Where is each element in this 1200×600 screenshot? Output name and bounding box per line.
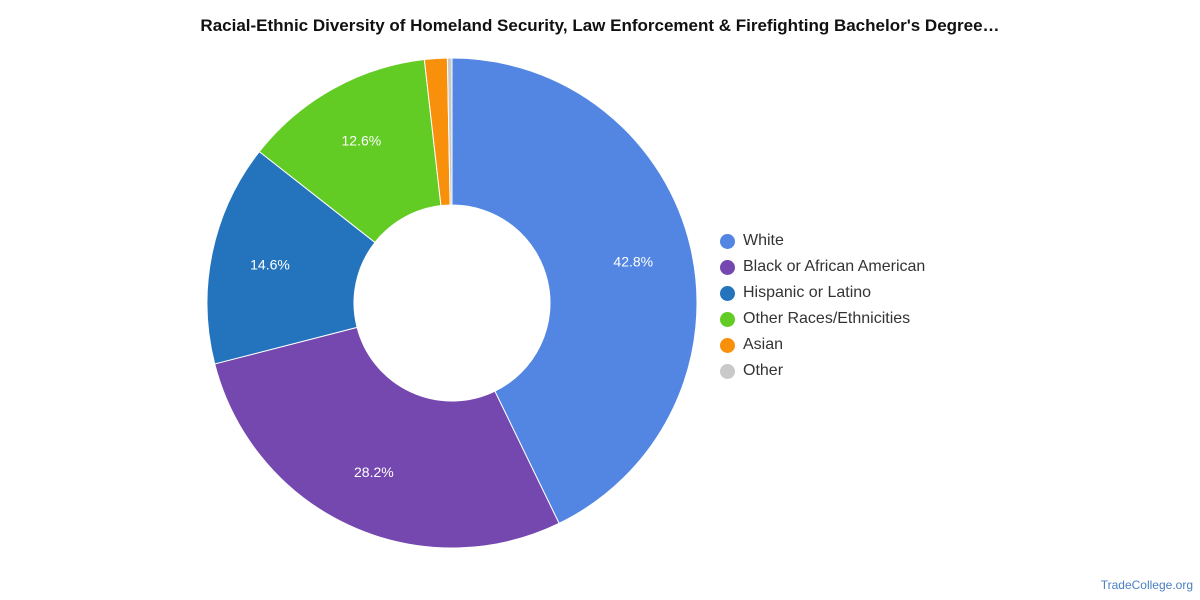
donut-slice-labels: 42.8% 28.2% 14.6% 12.6%: [250, 133, 653, 480]
slice-label-black-or-african-american: 28.2%: [354, 464, 394, 480]
legend-swatch: [720, 233, 735, 249]
legend-item-black-or-african-american[interactable]: Black or African American: [720, 254, 925, 280]
slice-hispanic-or-latino[interactable]: [206, 150, 376, 365]
donut-slices: [206, 57, 698, 549]
legend-label: Other Races/Ethnicities: [743, 310, 911, 327]
source-link[interactable]: TradeCollege.org: [1100, 578, 1193, 592]
legend-swatch: [720, 337, 735, 353]
legend-label: Other: [743, 362, 784, 379]
legend-label: White: [743, 232, 784, 249]
slice-label-hispanic-or-latino: 14.6%: [250, 257, 290, 273]
slice-label-other-races-ethnicities: 12.6%: [342, 133, 382, 149]
chart-title: Racial-Ethnic Diversity of Homeland Secu…: [200, 16, 1000, 35]
legend-swatch: [720, 311, 735, 327]
legend-swatch: [720, 285, 735, 301]
legend-item-other-races-ethnicities[interactable]: Other Races/Ethnicities: [720, 306, 925, 332]
legend-swatch: [720, 259, 735, 275]
legend-label: Black or African American: [743, 258, 926, 275]
legend-item-hispanic-or-latino[interactable]: Hispanic or Latino: [720, 280, 925, 306]
legend-item-other[interactable]: Other: [720, 358, 925, 384]
slice-black-or-african-american[interactable]: [214, 326, 560, 549]
slice-label-white: 42.8%: [613, 253, 653, 269]
legend-label: Hispanic or Latino: [743, 284, 872, 301]
legend-label: Asian: [743, 336, 784, 353]
slice-white[interactable]: [451, 57, 698, 525]
chart-legend: White Black or African American Hispanic o…: [720, 228, 925, 384]
legend-item-asian[interactable]: Asian: [720, 332, 925, 358]
legend-swatch: [720, 363, 735, 379]
legend-item-white[interactable]: White: [720, 228, 925, 254]
slice-other[interactable]: [446, 57, 453, 206]
slice-other-races-ethnicities[interactable]: [258, 59, 442, 244]
